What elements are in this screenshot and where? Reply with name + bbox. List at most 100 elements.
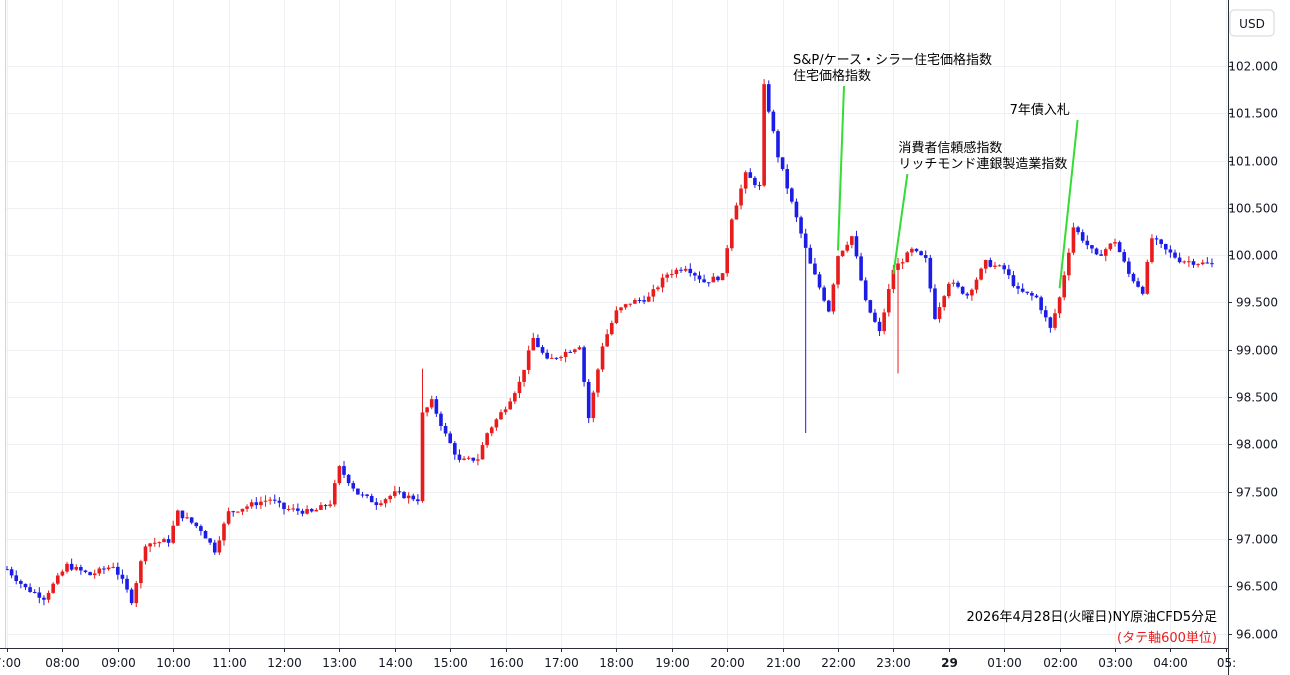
candle-body [236,511,240,513]
candle-body [9,569,14,576]
candle-body [628,303,633,305]
candle [1011,270,1016,288]
candle-body [19,581,23,584]
candle-body [300,510,305,514]
candle-body [282,502,286,509]
candle [956,280,960,289]
candle-body [453,443,457,455]
candle-body [734,205,739,220]
annotation-label: 7年債入札 [1010,103,1070,118]
candle [873,308,877,323]
candle [577,345,582,350]
candle-body [656,287,660,290]
candle-body [328,504,332,506]
candle [683,265,688,273]
candle [928,254,933,293]
candle-body [1030,292,1034,296]
candle [342,461,346,479]
candle-body [600,346,605,370]
x-tick-label: 03:00 [1098,656,1133,670]
candle-body [342,466,346,475]
candle [79,564,83,575]
candle [272,494,277,504]
candle-body [485,433,489,446]
candle [914,248,919,253]
candle-body [106,567,111,570]
candle [291,504,296,512]
candle [369,493,374,503]
candle-body [125,578,129,590]
candle-body [1034,295,1039,298]
candle-body [517,381,522,394]
candle [1062,271,1067,301]
candle [46,590,51,603]
candle [406,492,411,504]
candle-body [476,459,480,461]
candle-body [896,263,900,270]
candle-body [14,575,19,582]
candle [790,187,794,204]
candle [305,505,309,515]
candle [115,562,120,580]
chart-description: 2026年4月28日(火曜日)NY原油CFD5分足 [966,610,1217,625]
y-tick-label: 100.000 [1228,249,1278,263]
candle [605,329,609,348]
candle [517,376,522,399]
candle [166,535,171,547]
candle-body [642,300,646,302]
candle-body [157,542,162,544]
candle [97,566,102,576]
candle [730,218,734,251]
candle-body [448,433,453,444]
candle-body [5,569,9,571]
candle [152,537,157,547]
candle-body [854,236,859,257]
candle-body [1187,261,1191,263]
candle-body [249,502,254,507]
candle-body [1103,249,1108,256]
candle-body [817,274,822,288]
y-tick-label: 99.500 [1236,296,1278,310]
candle [1080,229,1085,244]
candle-body [42,597,46,600]
candle [346,473,351,486]
candle [762,79,766,187]
y-tick-label: 101.000 [1228,155,1278,169]
candle-body [743,172,748,189]
candle-body [586,381,591,419]
candle-body [776,131,780,158]
candle-body [272,499,277,501]
candle [933,284,937,320]
candle-body [1067,252,1071,276]
candle-body [951,282,956,284]
candle [716,275,720,282]
candle [388,494,392,503]
candle [826,299,831,313]
y-axis[interactable]: 96.000 96.500 97.000 97.500 98.000 98.500 99.0… [1228,60,1278,642]
candle-body [222,523,226,541]
candle-body [416,499,420,502]
currency-label-box[interactable] [1229,9,1275,37]
candle-body [180,510,185,519]
candle-body [69,563,74,570]
candle [282,502,286,515]
x-axis[interactable]: 7:00 08:00 09:00 10:00 11:00 12:00 13:00 14:00 1… [0,648,1236,670]
candle-body [102,568,106,570]
x-tick-label: 04:00 [1153,656,1188,670]
candle-body [748,172,753,178]
candle [420,368,425,503]
candle [633,298,637,304]
candle [245,504,249,512]
candle-body [582,347,586,382]
candle [208,537,212,545]
candle-body [286,508,291,510]
y-tick-label: 101.500 [1228,107,1278,121]
candle [323,504,328,510]
candle [1071,222,1076,256]
candle [42,595,46,606]
candle-body [753,177,757,186]
candle [83,569,88,574]
candle [9,566,14,579]
x-tick-label: 10:00 [156,656,191,670]
